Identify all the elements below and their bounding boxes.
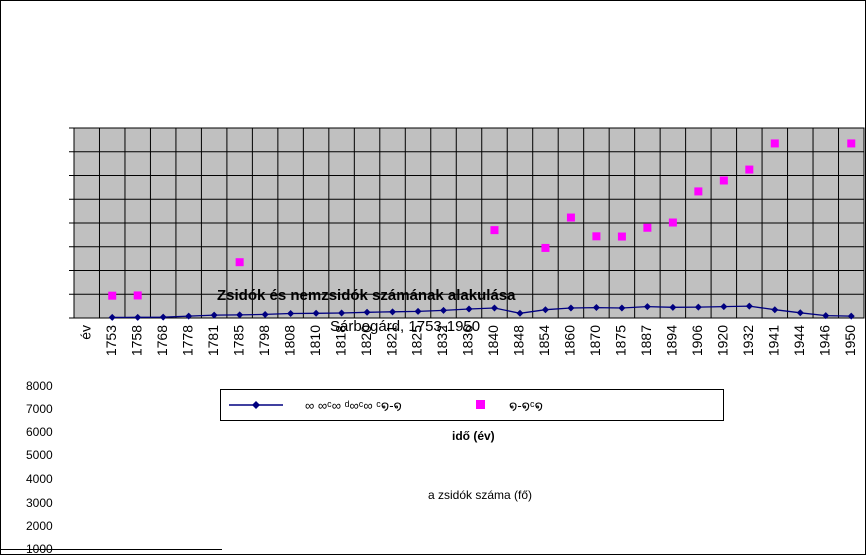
x-tick-label: 1832: [434, 325, 450, 356]
data-point-series-1: [287, 309, 295, 317]
x-tick-label: 1875: [613, 325, 629, 356]
data-point-series-2: [235, 258, 244, 267]
x-tick-label: 1870: [587, 325, 603, 356]
data-point-series-1: [592, 304, 600, 312]
y-tick-label: 4000: [26, 472, 53, 486]
data-point-series-1: [567, 304, 575, 312]
data-point-series-2: [694, 187, 703, 196]
series-line-1: [112, 305, 852, 319]
data-point-series-1: [465, 305, 473, 313]
chart-title: Zsidók és nemzsidók számának alakulása: [217, 287, 516, 304]
y-tick-label: 2000: [26, 519, 53, 533]
x-tick-label: 1932: [740, 325, 756, 356]
x-tick-label: 1920: [715, 325, 731, 356]
data-point-series-1: [312, 309, 320, 317]
data-point-series-1: [185, 312, 193, 320]
data-point-series-1: [516, 309, 524, 317]
legend-square-icon: [476, 400, 485, 409]
data-point-series-1: [261, 310, 269, 318]
data-point-series-2: [617, 232, 626, 241]
y-tick-label: 6000: [26, 425, 53, 439]
data-point-series-1: [643, 303, 651, 311]
y-tick-label: 3000: [26, 496, 53, 510]
data-point-series-2: [847, 139, 856, 148]
chart-subtitle: Sárbogárd, 1753-1950: [330, 318, 481, 335]
x-tick-label: 1753: [103, 325, 119, 356]
x-tick-label: 1840: [485, 325, 501, 356]
data-point-series-1: [541, 306, 549, 314]
legend-diamond-icon: [252, 401, 260, 409]
data-point-series-2: [643, 223, 652, 232]
y-axis-title: a zsidók száma (fő): [428, 488, 533, 502]
data-point-series-1: [771, 306, 779, 314]
x-tick-label: 1946: [816, 325, 832, 356]
x-tick-label: 1820: [358, 325, 374, 356]
data-point-series-1: [490, 304, 498, 312]
y-tick-label: 5000: [26, 448, 53, 462]
divider-line: [0, 549, 222, 550]
data-point-series-2: [108, 291, 117, 300]
data-point-series-2: [541, 243, 550, 252]
x-tick-label: 1854: [536, 325, 552, 356]
data-point-series-2: [719, 176, 728, 185]
x-tick-label: 1848: [511, 325, 527, 356]
x-tick-label: 1906: [689, 325, 705, 356]
data-point-series-1: [796, 309, 804, 317]
x-tick-label: 1778: [179, 325, 195, 356]
x-tick-label: 1944: [791, 325, 807, 356]
data-point-series-2: [668, 218, 677, 227]
data-point-series-1: [236, 311, 244, 319]
x-tick-label: 1808: [281, 325, 297, 356]
data-point-series-1: [108, 313, 116, 321]
x-tick-label: 1810: [307, 325, 323, 356]
data-point-series-1: [389, 308, 397, 316]
x-tick-label: 1836: [460, 325, 476, 356]
data-point-series-1: [159, 313, 167, 321]
data-point-series-1: [822, 312, 830, 320]
data-point-series-1: [694, 303, 702, 311]
data-point-series-1: [720, 303, 728, 311]
x-tick-label: 1950: [842, 325, 858, 356]
y-tick-label: 8000: [26, 379, 53, 393]
x-axis-title: idő (év): [452, 429, 495, 443]
data-point-series-1: [414, 307, 422, 315]
x-tick-label: 1768: [154, 325, 170, 356]
data-point-series-2: [745, 165, 754, 174]
x-tick-label: 1825: [409, 325, 425, 356]
x-tick-label: 1798: [256, 325, 272, 356]
legend-label-series-1: ∞ ∞ᶜ∞ ᵈ∞ᶜ∞ ᶜ໑-໑: [305, 398, 402, 413]
data-point-series-2: [133, 291, 142, 300]
data-point-series-1: [847, 312, 855, 320]
data-point-series-1: [440, 306, 448, 314]
x-tick-label: 1860: [562, 325, 578, 356]
data-point-series-1: [210, 311, 218, 319]
data-point-series-1: [669, 303, 677, 311]
x-axis-start-label: év: [77, 325, 93, 340]
data-point-series-2: [490, 226, 499, 235]
data-point-series-1: [134, 313, 142, 321]
x-tick-label: 1887: [638, 325, 654, 356]
x-tick-label: 1894: [664, 325, 680, 356]
x-tick-label: 1821: [383, 325, 399, 356]
chart-legend: ∞ ∞ᶜ∞ ᵈ∞ᶜ∞ ᶜ໑-໑ ໑-໑ᶜ໑: [220, 389, 724, 421]
x-tick-label: 1758: [128, 325, 144, 356]
data-point-series-2: [592, 232, 601, 241]
x-tick-label: 1785: [230, 325, 246, 356]
x-tick-label: 1781: [205, 325, 221, 356]
data-point-series-1: [618, 304, 626, 312]
data-point-series-1: [745, 302, 753, 310]
legend-markers: [229, 400, 485, 409]
data-point-series-2: [770, 139, 779, 148]
x-tick-label: 1941: [766, 325, 782, 356]
data-point-series-1: [363, 308, 371, 316]
y-tick-label: 7000: [26, 402, 53, 416]
x-tick-label: 1818: [332, 325, 348, 356]
data-point-series-2: [566, 213, 575, 222]
legend-label-series-2: ໑-໑ᶜ໑: [509, 398, 543, 413]
data-point-series-1: [338, 309, 346, 317]
